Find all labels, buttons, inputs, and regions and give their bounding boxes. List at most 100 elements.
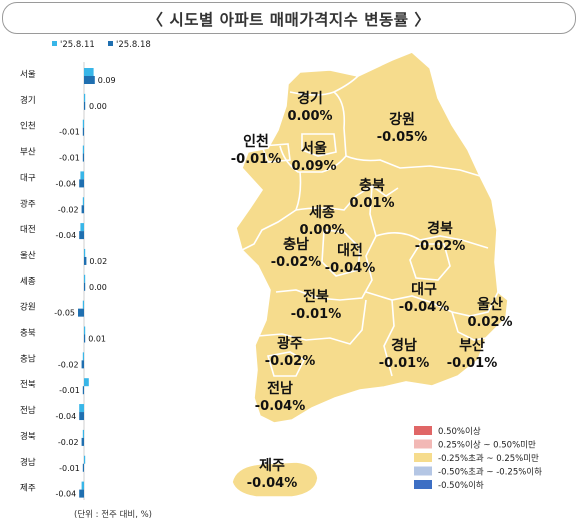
bar-curr	[84, 256, 87, 265]
bar-prev	[80, 223, 84, 232]
bar-curr	[81, 437, 84, 446]
map-region-name: 전남	[267, 380, 293, 397]
bar-category-label: 대전	[20, 224, 36, 235]
map-region-value: -0.02%	[271, 255, 322, 270]
bar-prev	[84, 326, 86, 335]
bar-value-label: -0.04	[55, 412, 76, 421]
bar-curr	[84, 334, 86, 343]
map-legend-swatch	[414, 466, 432, 476]
map-legend-label: -0.50%초과 ~ -0.25%이하	[438, 467, 542, 478]
bar-category-label: 부산	[20, 147, 36, 158]
map-region-value: -0.05%	[377, 130, 428, 145]
map-region-value: -0.01%	[379, 356, 430, 371]
bar-prev	[84, 378, 89, 387]
bar-curr	[82, 127, 84, 136]
bar-prev	[82, 300, 84, 309]
map-region-name: 충북	[359, 178, 385, 194]
bar-prev	[82, 429, 84, 438]
bar-prev	[84, 93, 86, 102]
bar-value-label: -0.04	[55, 490, 76, 499]
map-region-name: 충남	[283, 236, 309, 253]
bar-prev	[81, 481, 84, 490]
bar-curr	[82, 386, 84, 395]
map-region-name: 대전	[337, 242, 363, 259]
bar-category-label: 대구	[20, 173, 36, 183]
bar-curr	[79, 412, 84, 421]
map-region-name: 광주	[277, 335, 303, 352]
bar-curr	[78, 308, 84, 317]
unit-note: (단위 : 전주 대비, %)	[74, 510, 153, 520]
bar-curr	[84, 282, 86, 291]
chart-title: 〈 시도별 아파트 매매가격지수 변동률 〉	[147, 11, 431, 29]
map-region-value: -0.01%	[447, 356, 498, 371]
map-region-value: 0.09%	[291, 159, 336, 174]
bar-category-label: 서울	[20, 70, 36, 80]
bar-category-label: 전북	[20, 379, 36, 390]
bar-prev	[82, 352, 84, 361]
bar-curr	[79, 231, 84, 240]
map-region-name: 울산	[477, 296, 503, 313]
map-region-value: -0.04%	[325, 261, 376, 276]
map-mainland	[235, 51, 509, 424]
bar-value-label: -0.01	[59, 128, 80, 137]
bar-value-label: -0.02	[58, 205, 79, 214]
map-region-name: 인천	[243, 133, 269, 150]
bar-prev	[82, 145, 84, 154]
map-region-name: 경남	[391, 337, 417, 354]
bar-prev	[84, 274, 86, 283]
bar-legend: '25.8.11 '25.8.18	[52, 40, 151, 50]
bar-category-label: 충남	[20, 354, 36, 364]
bar-value-label: -0.01	[59, 464, 80, 473]
map-labels: 경기 0.00% 강원 -0.05% 인천 -0.01% 서울 0.09% 충북 0.01% 세종 0…	[231, 90, 513, 491]
bar-value-label: -0.01	[59, 154, 80, 163]
map-region-value: -0.04%	[247, 476, 298, 491]
map-legend-swatch	[414, 480, 432, 489]
map-region-name: 강원	[389, 111, 415, 128]
bar-category-label: 경북	[20, 431, 36, 442]
bar-value-label: 0.00	[89, 283, 107, 292]
korea-map	[231, 51, 509, 498]
map-jeju	[231, 461, 319, 498]
map-region-name: 세종	[309, 205, 335, 221]
map-region-value: 0.00%	[299, 223, 344, 238]
bar-value-label: -0.02	[58, 438, 79, 447]
title-bar: 〈 시도별 아파트 매매가격지수 변동률 〉	[2, 2, 576, 34]
bar-prev	[84, 455, 86, 464]
bar-prev	[80, 171, 84, 180]
map-region-value: -0.02%	[265, 354, 316, 369]
bar-chart: 서울 0.09 경기 0.00 인천 -0.01 부산 -0.01 대구 -0.04 광주 -0.02…	[20, 62, 116, 500]
bar-curr	[82, 463, 84, 472]
bar-category-label: 인천	[20, 121, 36, 132]
bar-value-label: 0.02	[89, 257, 107, 266]
map-legend: 0.50%이상 0.25%이상 ~ 0.50%미만 -0.25%초과 ~ 0.25%…	[414, 426, 542, 491]
bar-category-label: 제주	[20, 484, 36, 494]
map-region-name: 부산	[459, 337, 485, 354]
map-region-value: -0.04%	[399, 300, 450, 315]
map-legend-swatch	[414, 439, 432, 449]
bar-category-label: 충북	[20, 329, 36, 339]
map-region-value: -0.02%	[415, 239, 466, 254]
bar-value-label: 0.01	[88, 335, 106, 344]
map-legend-label: 0.25%이상 ~ 0.50%미만	[438, 440, 536, 451]
legend-label: '25.8.11	[60, 40, 95, 50]
map-region-name: 경기	[297, 90, 323, 107]
bar-curr	[84, 101, 86, 110]
bar-prev	[84, 68, 94, 76]
bar-curr	[84, 76, 95, 84]
bar-value-label: -0.04	[55, 179, 76, 188]
map-region-value: 0.02%	[467, 315, 512, 330]
bar-category-label: 경기	[20, 95, 36, 106]
bar-category-label: 강원	[20, 302, 36, 313]
bar-value-label: -0.04	[55, 231, 76, 240]
map-legend-label: -0.25%초과 ~ 0.25%미만	[438, 454, 539, 464]
bar-value-label: -0.02	[58, 360, 79, 369]
bar-value-label: 0.00	[89, 102, 107, 111]
bar-curr	[81, 205, 84, 214]
bar-prev	[79, 404, 84, 413]
map-region-value: -0.01%	[291, 307, 342, 322]
map-legend-swatch	[414, 453, 432, 462]
bar-category-label: 세종	[20, 277, 36, 287]
map-legend-swatch	[414, 426, 432, 435]
legend-label: '25.8.18	[116, 40, 151, 50]
bar-prev	[82, 119, 84, 128]
